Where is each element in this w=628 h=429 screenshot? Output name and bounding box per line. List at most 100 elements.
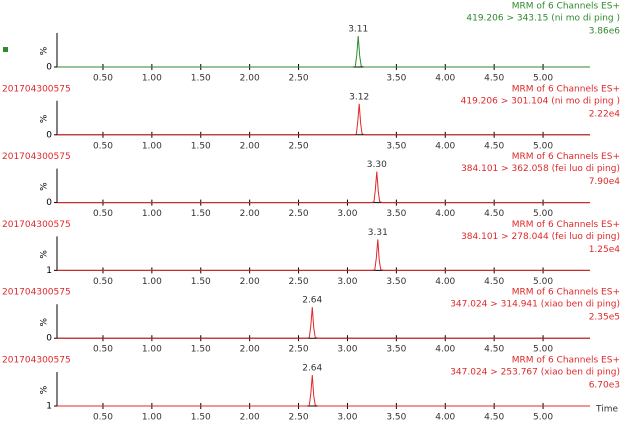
x-tick-label: 1.00 <box>142 74 162 84</box>
sample-id: 201704300575 <box>2 288 71 298</box>
channel-title: MRM of 6 Channels ES+ <box>512 220 620 230</box>
trace <box>57 171 590 204</box>
y-tick-label: 0 <box>46 198 52 208</box>
x-tick-label: 2.00 <box>240 413 260 423</box>
x-tick-label: 4.00 <box>435 209 455 219</box>
x-tick-label: 5.00 <box>533 345 553 355</box>
y-axis-label: % <box>40 46 50 55</box>
x-tick-label: 1.00 <box>142 345 162 355</box>
x-tick-label: 3.50 <box>386 74 406 84</box>
x-tick-label: 0.50 <box>93 74 113 84</box>
trace <box>57 103 590 136</box>
transition: 419.206 > 301.104 (ni mo di ping ) <box>461 96 620 106</box>
y-axis-label: % <box>40 385 50 394</box>
x-tick-label: 4.00 <box>435 141 455 151</box>
x-tick-label: 0.50 <box>93 209 113 219</box>
x-tick-label: 3.50 <box>386 209 406 219</box>
x-tick-label: 5.00 <box>533 74 553 84</box>
transition: 419.206 > 343.15 (ni mo di ping ) <box>466 14 620 24</box>
y-axis-label: % <box>40 182 50 191</box>
peak-label: 3.12 <box>349 92 369 102</box>
x-tick-label: 4.00 <box>435 345 455 355</box>
transition: 347.024 > 314.941 (xiao ben di ping) <box>450 300 620 310</box>
x-tick-label: 2.50 <box>289 413 309 423</box>
x-tick-label: 3.50 <box>386 413 406 423</box>
channel-title: MRM of 6 Channels ES+ <box>512 84 620 94</box>
x-tick-label: 4.50 <box>484 209 504 219</box>
x-tick-label: 1.50 <box>191 141 211 151</box>
channel-title: MRM of 6 Channels ES+ <box>512 152 620 162</box>
intensity: 1.25e4 <box>589 245 621 255</box>
x-tick-label: 4.50 <box>484 345 504 355</box>
y-tick-label: 0 <box>46 334 52 344</box>
intensity: 2.35e5 <box>589 313 620 323</box>
x-tick-label: 3.00 <box>337 277 357 287</box>
x-tick-label: 2.50 <box>289 74 309 84</box>
x-tick-label: 0.50 <box>93 277 113 287</box>
x-tick-label: 1.50 <box>191 413 211 423</box>
sample-id: 201704300575 <box>2 84 71 94</box>
x-tick-label: 1.50 <box>191 345 211 355</box>
x-tick-label: 2.50 <box>289 209 309 219</box>
x-tick-label: 5.00 <box>533 209 553 219</box>
peak-label: 3.11 <box>348 25 368 35</box>
transition: 347.024 > 253.767 (xiao ben di ping) <box>450 368 620 378</box>
intensity: 6.70e3 <box>589 381 620 391</box>
intensity: 2.22e4 <box>589 109 621 119</box>
peak-label: 2.64 <box>302 364 322 374</box>
x-tick-label: 2.00 <box>240 277 260 287</box>
channel-marker <box>3 47 8 52</box>
x-tick-label: 0.50 <box>93 413 113 423</box>
y-tick-label: 1 <box>46 266 52 276</box>
y-tick-label: 0 <box>46 63 52 73</box>
x-tick-label: 5.00 <box>533 413 553 423</box>
y-axis-label: % <box>40 250 50 259</box>
x-tick-label: 4.50 <box>484 277 504 287</box>
y-axis-label: % <box>40 317 50 326</box>
x-tick-label: 3.50 <box>386 345 406 355</box>
x-axis-label: Time <box>595 405 618 415</box>
transition: 384.101 > 278.044 (fei luo di ping) <box>461 232 620 242</box>
x-tick-label: 3.00 <box>337 345 357 355</box>
x-tick-label: 1.00 <box>142 209 162 219</box>
x-tick-label: 0.50 <box>93 141 113 151</box>
peak-label: 3.30 <box>367 160 387 170</box>
x-tick-label: 3.50 <box>386 141 406 151</box>
x-tick-label: 2.50 <box>289 277 309 287</box>
x-tick-label: 1.50 <box>191 277 211 287</box>
x-tick-label: 1.50 <box>191 209 211 219</box>
x-tick-label: 1.00 <box>142 277 162 287</box>
x-tick-label: 4.50 <box>484 413 504 423</box>
x-tick-label: 1.00 <box>142 413 162 423</box>
trace <box>57 239 590 271</box>
x-tick-label: 2.00 <box>240 141 260 151</box>
x-tick-label: 4.50 <box>484 74 504 84</box>
x-tick-label: 4.50 <box>484 141 504 151</box>
x-tick-label: 2.50 <box>289 345 309 355</box>
x-tick-label: 4.00 <box>435 74 455 84</box>
x-tick-label: 2.00 <box>240 209 260 219</box>
channel-title: MRM of 6 Channels ES+ <box>512 288 620 298</box>
x-tick-label: 3.00 <box>337 413 357 423</box>
x-tick-label: 2.50 <box>289 141 309 151</box>
intensity: 7.90e4 <box>589 177 621 187</box>
y-axis-label: % <box>40 114 50 123</box>
x-tick-label: 2.00 <box>240 345 260 355</box>
x-tick-label: 4.00 <box>435 277 455 287</box>
sample-id: 201704300575 <box>2 152 71 162</box>
channel-title: MRM of 6 Channels ES+ <box>512 2 620 12</box>
trace <box>57 374 590 407</box>
channel-title: MRM of 6 Channels ES+ <box>512 356 620 366</box>
transition: 384.101 > 362.058 (fei luo di ping) <box>461 164 620 174</box>
sample-id: 201704300575 <box>2 220 71 230</box>
x-tick-label: 5.00 <box>533 277 553 287</box>
y-tick-label: 1 <box>46 402 52 412</box>
trace <box>57 35 590 68</box>
sample-id: 201704300575 <box>2 356 71 366</box>
x-tick-label: 5.00 <box>533 141 553 151</box>
x-tick-label: 3.50 <box>386 277 406 287</box>
x-tick-label: 3.00 <box>337 209 357 219</box>
intensity: 3.86e6 <box>589 27 621 37</box>
trace <box>57 307 590 339</box>
